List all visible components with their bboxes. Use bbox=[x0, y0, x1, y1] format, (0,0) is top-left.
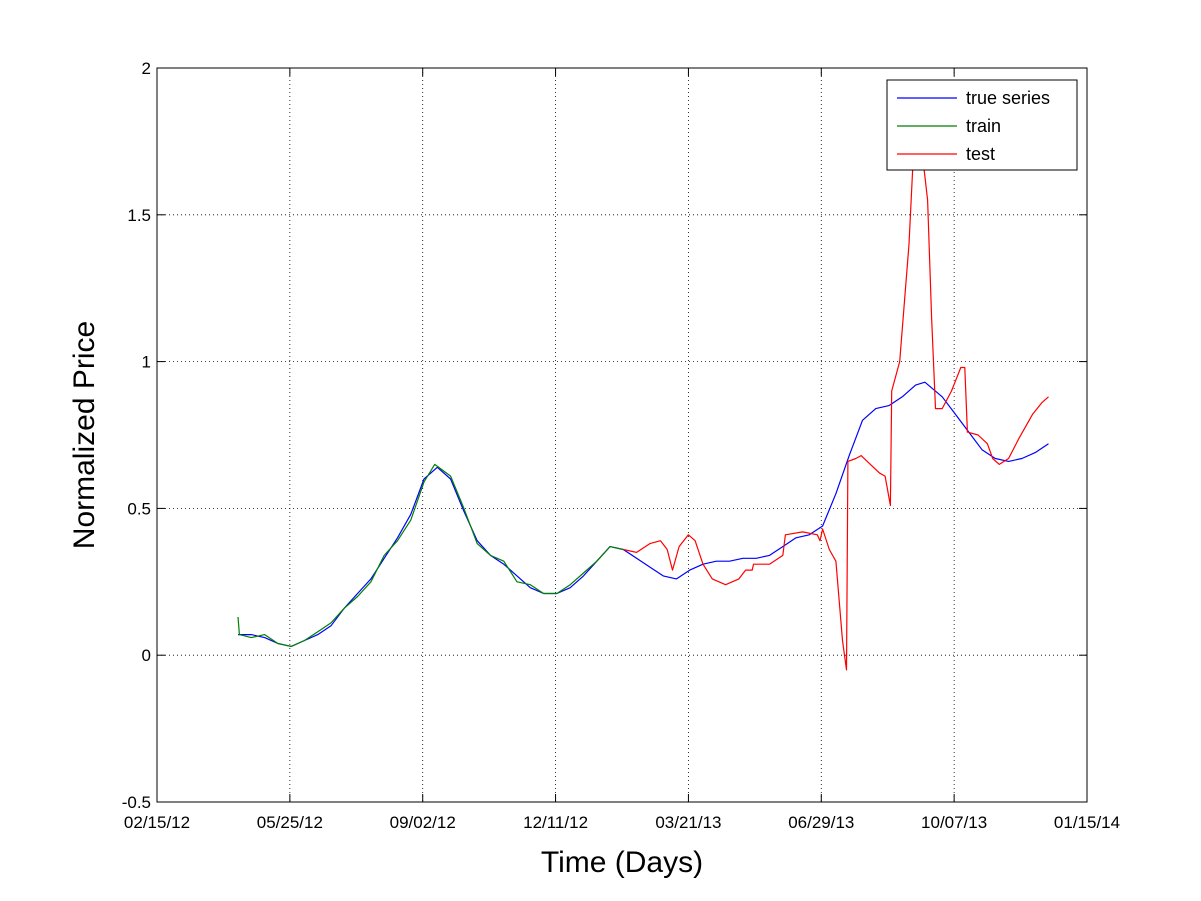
series-layer bbox=[237, 82, 1049, 671]
legend-label-true-series: true series bbox=[966, 88, 1050, 108]
y-tick-label: 1.5 bbox=[127, 206, 151, 225]
y-tick-label: 2 bbox=[142, 59, 151, 78]
axis-ticks: 02/15/12 05/25/12 09/02/12 12/11/12 03/21/13… bbox=[122, 59, 1120, 832]
y-tick-label: 0.5 bbox=[127, 499, 151, 518]
x-tick-label: 06/29/13 bbox=[788, 813, 854, 832]
legend-label-train: train bbox=[966, 116, 1001, 136]
x-tick-label: 10/07/13 bbox=[921, 813, 987, 832]
grid-lines bbox=[157, 68, 1087, 802]
x-tick-label: 09/02/12 bbox=[390, 813, 456, 832]
series-line-train bbox=[237, 463, 624, 648]
x-axis-label: Time (Days) bbox=[541, 846, 703, 879]
y-tick-label: 0 bbox=[142, 646, 151, 665]
x-tick-label: 02/15/12 bbox=[124, 813, 190, 832]
legend-label-test: test bbox=[966, 144, 995, 164]
legend-box bbox=[886, 79, 1078, 171]
x-tick-label: 03/21/13 bbox=[655, 813, 721, 832]
y-tick-label: 1 bbox=[142, 353, 151, 372]
legend: true series train test bbox=[886, 79, 1078, 171]
x-tick-label: 01/15/14 bbox=[1054, 813, 1120, 832]
x-tick-label: 05/25/12 bbox=[257, 813, 323, 832]
x-tick-label: 12/11/12 bbox=[523, 813, 588, 832]
plot-area bbox=[157, 68, 1087, 802]
plot-frame bbox=[156, 67, 1088, 803]
y-axis-label: Normalized Price bbox=[68, 321, 101, 549]
series-line-test bbox=[623, 82, 1049, 671]
y-tick-label: -0.5 bbox=[122, 793, 151, 812]
series-line-true-series bbox=[238, 381, 1049, 648]
